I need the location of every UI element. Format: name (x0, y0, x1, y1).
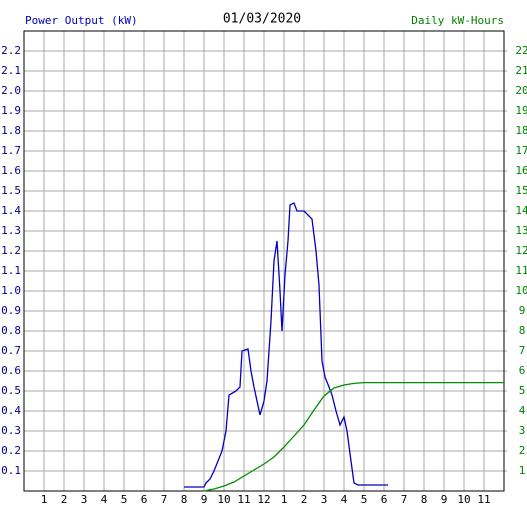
y2-tick-label: 4 (519, 404, 526, 417)
series-line (203, 381, 504, 492)
y-tick-label: 0.9 (1, 304, 21, 317)
y2-tick-label: 17 (515, 144, 527, 157)
y2-tick-label: 22 (515, 44, 527, 57)
y2-tick-label: 16 (515, 164, 527, 177)
y-tick-label: 2.0 (1, 84, 21, 97)
y-tick-label: 1.6 (1, 164, 21, 177)
y-tick-label: 0.5 (1, 384, 21, 397)
x-tick-label: 8 (181, 493, 188, 506)
x-tick-label: 5 (121, 493, 128, 506)
y-tick-label: 0.8 (1, 324, 21, 337)
y-tick-label: 1.5 (1, 184, 21, 197)
y-tick-label: 1.8 (1, 124, 21, 137)
x-tick-label: 9 (201, 493, 208, 506)
y-tick-label: 0.3 (1, 424, 21, 437)
x-tick-label: 6 (141, 493, 148, 506)
y2-tick-label: 12 (515, 244, 527, 257)
y2-tick-label: 9 (519, 304, 526, 317)
x-tick-label: 1 (281, 493, 288, 506)
x-tick-label: 10 (217, 493, 230, 506)
y-tick-label: 1.3 (1, 224, 21, 237)
plot-border (23, 30, 505, 492)
x-tick-label: 2 (301, 493, 308, 506)
y-tick-label: 1.1 (1, 264, 21, 277)
x-tick-label: 8 (421, 493, 428, 506)
x-tick-label: 12 (257, 493, 270, 506)
y-tick-label: 0.4 (1, 404, 21, 417)
x-tick-label: 6 (381, 493, 388, 506)
x-tick-label: 2 (61, 493, 68, 506)
y2-tick-label: 5 (519, 384, 526, 397)
x-tick-label: 9 (441, 493, 448, 506)
y-tick-label: 0.2 (1, 444, 21, 457)
y2-tick-label: 18 (515, 124, 527, 137)
x-tick-label: 7 (401, 493, 408, 506)
x-tick-label: 4 (101, 493, 108, 506)
y2-tick-label: 3 (519, 424, 526, 437)
y-tick-label: 1.7 (1, 144, 21, 157)
y2-tick-label: 15 (515, 184, 527, 197)
y2-tick-label: 11 (515, 264, 527, 277)
x-tick-label: 11 (237, 493, 250, 506)
x-tick-label: 7 (161, 493, 168, 506)
chart-title: 01/03/2020 (223, 12, 301, 27)
x-tick-label: 4 (341, 493, 348, 506)
y2-tick-label: 8 (519, 324, 526, 337)
y-tick-label: 0.7 (1, 344, 21, 357)
y2-tick-label: 6 (519, 364, 526, 377)
x-tick-label: 10 (457, 493, 470, 506)
y-tick-label: 1.0 (1, 284, 21, 297)
y2-tick-label: 7 (519, 344, 526, 357)
x-tick-label: 5 (361, 493, 368, 506)
y2-tick-label: 21 (515, 64, 527, 77)
x-tick-label: 11 (477, 493, 490, 506)
y-tick-label: 2.1 (1, 64, 21, 77)
y-tick-label: 1.9 (1, 104, 21, 117)
y2-tick-label: 2 (519, 444, 526, 457)
y-tick-label: 0.1 (1, 464, 21, 477)
y2-tick-label: 1 (519, 464, 526, 477)
y-tick-label: 1.2 (1, 244, 21, 257)
y2-tick-label: 19 (515, 104, 527, 117)
y2-tick-label: 10 (515, 284, 527, 297)
y-tick-label: 2.2 (1, 44, 21, 57)
x-tick-label: 1 (41, 493, 48, 506)
y2-axis-label: Daily kW-Hours (411, 14, 504, 27)
y2-tick-label: 14 (515, 204, 527, 217)
series-line (184, 202, 388, 488)
y-axis-label: Power Output (kW) (25, 14, 138, 27)
y-tick-label: 0.6 (1, 364, 21, 377)
y-tick-label: 1.4 (1, 204, 21, 217)
x-tick-label: 3 (81, 493, 88, 506)
y2-tick-label: 20 (515, 84, 527, 97)
y2-tick-label: 13 (515, 224, 527, 237)
x-tick-label: 3 (321, 493, 328, 506)
